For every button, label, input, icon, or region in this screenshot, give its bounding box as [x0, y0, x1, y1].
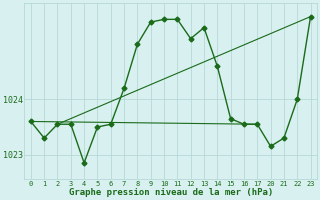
- X-axis label: Graphe pression niveau de la mer (hPa): Graphe pression niveau de la mer (hPa): [68, 188, 273, 197]
